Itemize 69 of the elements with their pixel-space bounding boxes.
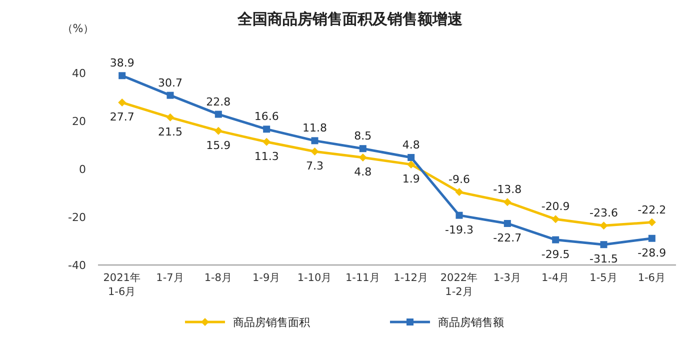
point xyxy=(166,113,174,122)
point xyxy=(311,137,318,144)
data-label: -28.9 xyxy=(638,246,666,260)
y-tick-label: 40 xyxy=(72,67,86,80)
point xyxy=(503,198,512,206)
data-label: 38.9 xyxy=(110,56,134,70)
point xyxy=(166,92,174,99)
point xyxy=(552,215,560,224)
point xyxy=(118,72,126,80)
point xyxy=(408,154,415,161)
data-label: -31.5 xyxy=(590,252,618,266)
point xyxy=(648,234,656,242)
y-tick-label: -20 xyxy=(68,211,86,224)
legend-label: 商品房销售额 xyxy=(438,316,504,329)
data-label: 16.6 xyxy=(254,110,279,124)
point xyxy=(262,138,271,146)
data-label: 4.8 xyxy=(354,165,372,178)
data-label: 21.5 xyxy=(158,125,182,138)
point xyxy=(648,218,656,226)
data-label: 27.7 xyxy=(110,110,134,124)
data-label: -23.6 xyxy=(590,206,618,220)
y-tick-label: 0 xyxy=(79,163,86,176)
data-label: -9.6 xyxy=(448,173,470,186)
data-label: -22.7 xyxy=(493,231,522,244)
data-label: -19.3 xyxy=(445,223,474,236)
x-tick-label: 1-6月 xyxy=(638,272,666,284)
y-axis-title: （%） xyxy=(62,22,94,35)
x-tick-label: 1-12月 xyxy=(394,272,429,284)
point xyxy=(552,236,560,244)
data-label: 1.9 xyxy=(402,172,420,186)
data-label: -20.9 xyxy=(541,200,570,214)
data-label: 4.8 xyxy=(402,138,420,152)
point xyxy=(455,188,464,196)
data-label: 15.9 xyxy=(206,138,231,152)
x-tick-label: 1-10月 xyxy=(297,272,332,284)
point xyxy=(407,160,416,168)
x-tick-label: 1-8月 xyxy=(204,272,232,284)
x-tick-label: 1-3月 xyxy=(493,272,522,284)
point xyxy=(214,110,222,118)
data-label: -13.8 xyxy=(493,183,522,196)
point xyxy=(600,222,608,230)
x-tick-label: 1-7月 xyxy=(156,272,184,284)
data-label: -22.2 xyxy=(638,203,666,216)
x-tick-label: 2022年 1-2月 xyxy=(440,272,478,298)
x-tick-label: 1-9月 xyxy=(252,272,281,284)
point xyxy=(359,145,366,152)
data-label: 7.3 xyxy=(306,159,324,172)
y-tick-label: -40 xyxy=(68,259,86,272)
x-tick-label: 2021年 1-6月 xyxy=(103,272,141,298)
point xyxy=(504,220,511,227)
x-tick-label: 1-5月 xyxy=(590,272,618,284)
data-label: 30.7 xyxy=(158,76,182,90)
chart-title: 全国商品房销售面积及销售额增速 xyxy=(236,10,464,28)
data-label: 11.3 xyxy=(254,150,279,163)
legend-label: 商品房销售面积 xyxy=(233,316,310,329)
point xyxy=(600,241,608,248)
point xyxy=(456,212,463,219)
data-label: 8.5 xyxy=(354,130,372,143)
x-tick-label: 1-11月 xyxy=(345,272,380,284)
point xyxy=(358,153,367,162)
y-tick-label: 20 xyxy=(72,115,86,128)
point xyxy=(310,147,319,156)
point xyxy=(118,98,126,107)
data-label: -29.5 xyxy=(541,248,570,261)
point xyxy=(214,126,222,135)
x-tick-label: 1-4月 xyxy=(542,272,570,284)
data-label: 11.8 xyxy=(302,122,327,135)
point xyxy=(263,126,270,133)
data-label: 22.8 xyxy=(206,95,231,108)
